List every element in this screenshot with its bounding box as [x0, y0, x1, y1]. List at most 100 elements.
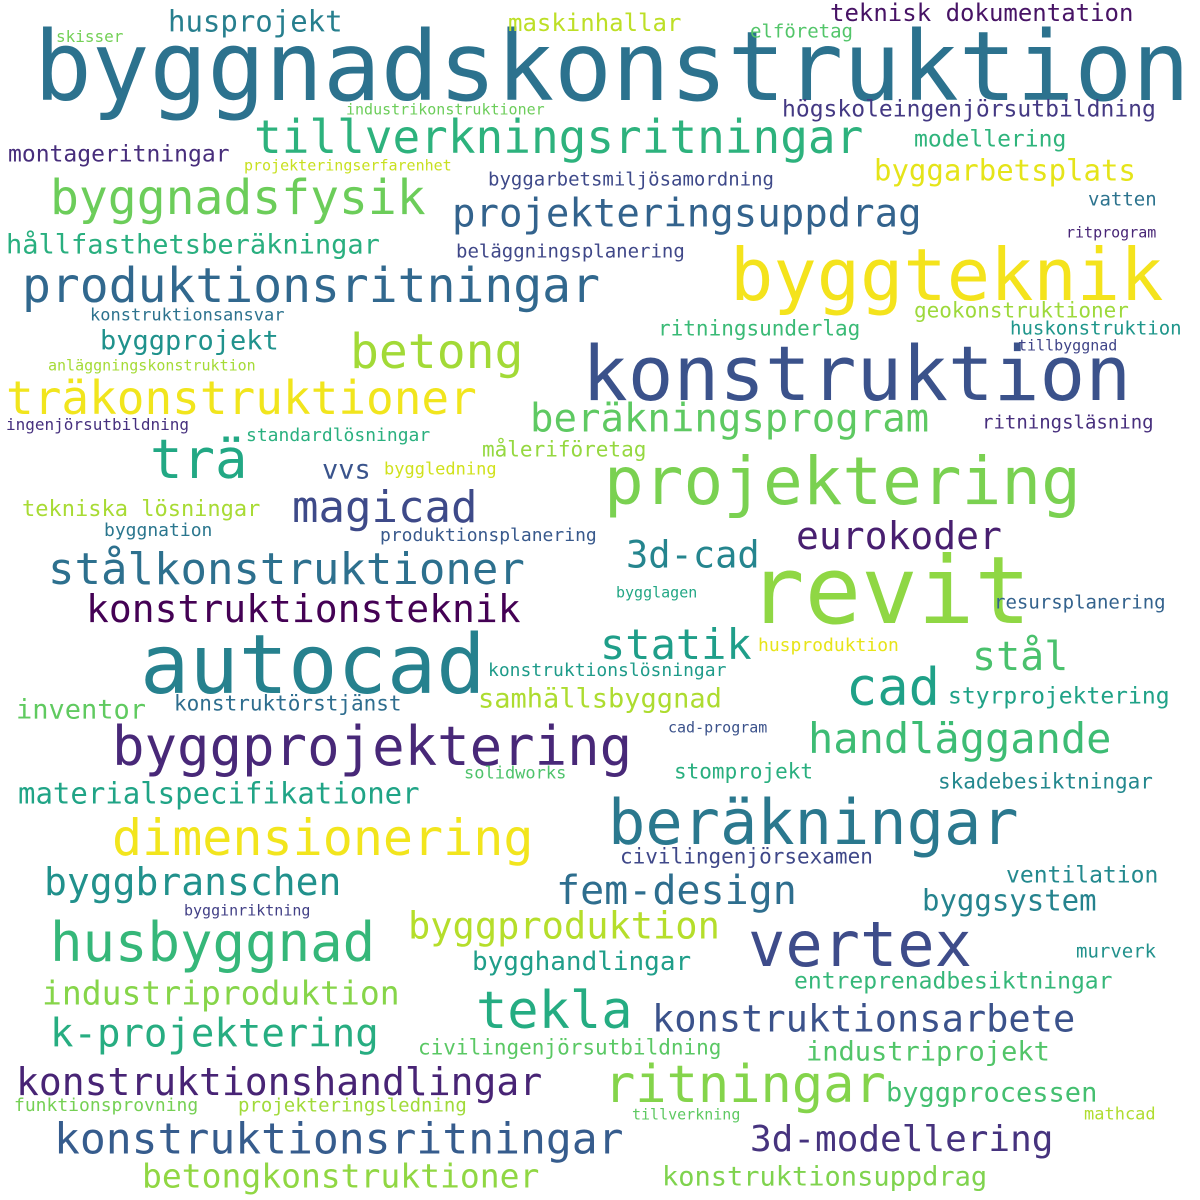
word-anlaggningskonstruktion: anläggningskonstruktion [48, 356, 256, 375]
word-tekniska-losningar: tekniska lösningar [22, 497, 261, 522]
word-tillverkning: tillverkning [632, 1105, 741, 1124]
word-berakningsprogram: beräkningsprogram [530, 396, 930, 442]
word-ingenjorsutbildning: ingenjörsutbildning [6, 415, 190, 434]
word-berakningar: beräkningar [608, 786, 1019, 859]
word-materialspecifikationer: materialspecifikationer [18, 776, 420, 811]
word-vvs: vvs [322, 454, 371, 486]
word-maleriforetag: måleriföretag [482, 437, 647, 462]
word-teknisk-dokumentation: teknisk dokumentation [830, 0, 1134, 27]
word-byggsystem: byggsystem [922, 883, 1097, 918]
word-husprojekt: husprojekt [168, 4, 343, 39]
word-stalkonstruktioner: stålkonstruktioner [48, 544, 525, 595]
word-konstruktion: konstruktion [582, 329, 1132, 418]
word-montageritningar: montageritningar [8, 141, 230, 168]
word-konstruktionslosningar: konstruktionslösningar [488, 660, 727, 681]
word-hallfasthetsberakningar: hållfasthetsberäkningar [6, 229, 380, 261]
word-dimensionering: dimensionering [112, 809, 534, 867]
word-skadebesiktningar: skadebesiktningar [938, 769, 1153, 794]
word-ritprogram: ritprogram [1066, 223, 1157, 242]
word-entreprenadbesiktningar: entreprenadbesiktningar [794, 968, 1113, 995]
word-produktionsritningar: produktionsritningar [22, 258, 600, 314]
word-samhallsbyggnad: samhällsbyggnad [478, 683, 722, 715]
word-konstruktorstjanst: konstruktörstjänst [174, 691, 402, 716]
word-projekteringsledning: projekteringsledning [238, 1094, 467, 1117]
word-vertex: vertex [748, 908, 972, 981]
word-produktionsplanering: produktionsplanering [380, 525, 597, 546]
word-modellering: modellering [914, 126, 1067, 153]
word-ritningsunderlag: ritningsunderlag [658, 316, 861, 341]
word-tekla: tekla [476, 981, 633, 1041]
word-3d-cad: 3d-cad [626, 533, 760, 577]
word-inventor: inventor [16, 694, 147, 726]
word-skisser: skisser [56, 27, 124, 46]
word-industriprojekt: industriprojekt [806, 1036, 1050, 1068]
word-murverk: murverk [1076, 940, 1157, 963]
word-byggnadskonstruktion: byggnadskonstruktion [34, 11, 1190, 123]
word-stal: stål [972, 634, 1069, 680]
word-revit: revit [748, 537, 1031, 646]
word-betong: betong [350, 324, 524, 380]
word-byggproduktion: byggproduktion [408, 904, 720, 948]
word-resursplanering: resursplanering [994, 591, 1166, 614]
word-tillverkningsritningar: tillverkningsritningar [254, 110, 864, 164]
word-byggprojektering: byggprojektering [112, 715, 633, 778]
word-byggteknik: byggteknik [730, 233, 1164, 317]
word-standardlosningar: standardlösningar [246, 425, 431, 446]
word-magicad: magicad [292, 482, 478, 533]
word-cad: cad [846, 658, 940, 718]
word-3d-modellering: 3d-modellering [750, 1119, 1054, 1160]
word-byggbranschen: byggbranschen [44, 860, 342, 904]
word-husbyggnad: husbyggnad [50, 911, 376, 974]
word-bygghandlingar: bygghandlingar [472, 947, 692, 977]
word-projekteringserfarenhet: projekteringserfarenhet [244, 156, 452, 175]
word-maskinhallar: maskinhallar [508, 9, 682, 37]
word-byggnation: byggnation [104, 520, 213, 541]
word-konstruktionsteknik: konstruktionsteknik [86, 587, 521, 631]
word-byggledning: byggledning [384, 459, 497, 480]
word-ritningslasning: ritningsläsning [982, 411, 1154, 434]
word-konstruktionsansvar: konstruktionsansvar [90, 305, 285, 326]
word-vatten: vatten [1088, 188, 1157, 211]
word-industriproduktion: industriproduktion [42, 973, 400, 1013]
word-byggprojekt: byggprojekt [100, 325, 279, 357]
word-funktionsprovning: funktionsprovning [14, 1095, 199, 1116]
word-konstruktionsritningar: konstruktionsritningar [54, 1114, 624, 1165]
word-konstruktionshandlingar: konstruktionshandlingar [16, 1060, 543, 1104]
word-autocad: autocad [140, 618, 486, 713]
word-bygginriktning: bygginriktning [184, 901, 311, 920]
word-huskonstruktion: huskonstruktion [1010, 317, 1182, 340]
word-bygglagen: bygglagen [616, 583, 698, 602]
word-industrikonstruktioner: industrikonstruktioner [346, 100, 545, 119]
word-byggarbetsmiljosamordning: byggarbetsmiljösamordning [488, 168, 774, 191]
word-projektering: projektering [604, 443, 1081, 520]
word-betongkonstruktioner: betongkonstruktioner [142, 1156, 540, 1196]
word-cad-program: cad-program [668, 718, 768, 737]
word-byggarbetsplats: byggarbetsplats [874, 153, 1136, 188]
word-byggnadsfysik: byggnadsfysik [50, 170, 426, 226]
word-styrprojektering: styrprojektering [948, 683, 1170, 710]
word-husproduktion: husproduktion [758, 635, 899, 656]
word-solidworks: solidworks [464, 763, 567, 784]
word-byggprocessen: byggprocessen [886, 1077, 1098, 1109]
word-tra: trä [150, 428, 248, 491]
word-fem-design: fem-design [556, 868, 797, 914]
word-civilingenjorsutbildning: civilingenjörsutbildning [418, 1035, 722, 1060]
word-konstruktionsarbete: konstruktionsarbete [652, 997, 1076, 1041]
word-geokonstruktioner: geokonstruktioner [914, 298, 1129, 323]
word-stomprojekt: stomprojekt [674, 759, 814, 784]
word-mathcad: mathcad [1084, 1104, 1156, 1125]
word-ritningar: ritningar [604, 1055, 886, 1115]
word-hogskoleingenjorsutbildning: högskoleingenjörsutbildning [782, 96, 1156, 123]
word-civilingenjorsexamen: civilingenjörsexamen [620, 844, 873, 869]
word-belaggningsplanering: beläggningsplanering [456, 240, 685, 263]
word-trakonstruktioner: träkonstruktioner [6, 371, 477, 425]
word-projekteringsuppdrag: projekteringsuppdrag [452, 191, 922, 237]
word-konstruktionsuppdrag: konstruktionsuppdrag [662, 1161, 988, 1193]
word-statik: statik [600, 620, 752, 669]
word-k-projektering: k-projektering [50, 1011, 379, 1057]
word-tillbyggnad: tillbyggnad [1018, 336, 1118, 355]
word-handlaggande: handläggande [808, 714, 1112, 763]
word-ventilation: ventilation [1006, 862, 1159, 889]
word-eurokoder: eurokoder [796, 514, 1002, 558]
